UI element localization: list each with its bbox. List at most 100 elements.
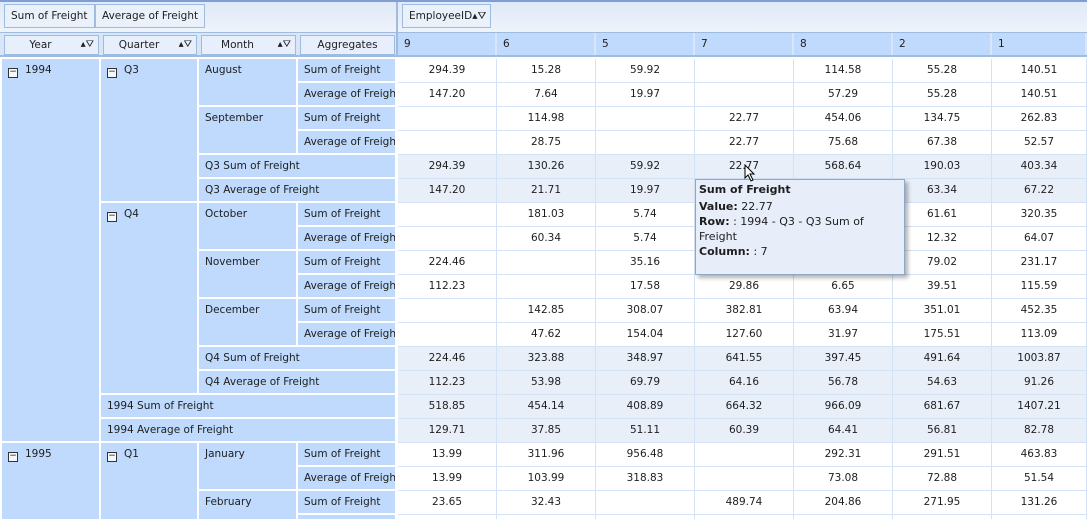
data-cell[interactable]: 463.83 [992,443,1087,467]
data-cell[interactable]: 57.29 [794,83,893,107]
data-cell[interactable]: 51.54 [992,467,1087,491]
data-cell[interactable] [695,83,794,107]
data-field-sum-of-freight[interactable]: Sum of Freight [4,4,95,28]
data-cell[interactable]: 320.35 [992,203,1087,227]
column-header-8[interactable]: 8 [794,33,893,55]
data-cell[interactable]: 60.39 [695,419,794,443]
sort-filter-icon[interactable]: ▴⛛ [277,39,291,50]
data-cell[interactable]: 140.51 [992,83,1087,107]
data-cell[interactable]: 489.74 [695,491,794,515]
data-cell[interactable]: 130.26 [497,155,596,179]
data-cell[interactable]: 79.02 [893,251,992,275]
data-cell[interactable]: 114.98 [497,107,596,131]
data-cell[interactable]: 31.97 [794,323,893,347]
data-cell[interactable]: 64.16 [695,371,794,395]
data-cell[interactable]: 271.95 [893,491,992,515]
data-cell[interactable]: 60.34 [497,227,596,251]
data-cell[interactable]: 154.04 [596,323,695,347]
data-cell[interactable]: 127.60 [695,323,794,347]
data-cell[interactable]: 53.98 [497,371,596,395]
data-cell[interactable]: 323.88 [497,347,596,371]
data-cell[interactable]: 112.23 [398,275,497,299]
collapse-icon[interactable]: − [107,211,117,222]
data-cell[interactable] [695,443,794,467]
row-header-year[interactable]: −1995 [2,443,101,519]
data-cell[interactable]: 491.64 [893,347,992,371]
data-cell[interactable]: 32.43 [497,491,596,515]
data-cell[interactable]: 291.51 [893,443,992,467]
data-cell[interactable]: 112.23 [398,371,497,395]
data-cell[interactable]: 51.11 [596,419,695,443]
column-header-2[interactable]: 2 [893,33,992,55]
data-cell[interactable] [695,515,794,519]
data-cell[interactable] [695,59,794,83]
column-header-1[interactable]: 1 [992,33,1087,55]
data-cell[interactable]: 69.79 [596,371,695,395]
data-cell[interactable]: 641.55 [695,347,794,371]
data-cell[interactable]: 19.97 [596,179,695,203]
data-cell[interactable]: 311.96 [497,443,596,467]
data-cell[interactable]: 13.99 [398,443,497,467]
collapse-icon[interactable]: − [107,67,117,78]
data-cell[interactable]: 142.85 [497,299,596,323]
data-cell[interactable]: 55.28 [893,59,992,83]
data-cell[interactable] [398,515,497,519]
data-cell[interactable]: 72.88 [893,467,992,491]
data-cell[interactable]: 115.59 [992,275,1087,299]
data-cell[interactable]: 75.68 [794,131,893,155]
data-cell[interactable]: 5.74 [596,227,695,251]
column-field-employeeid[interactable]: EmployeeID▴⛛ [402,4,492,28]
data-cell[interactable]: 52.57 [992,131,1087,155]
data-cell[interactable]: 382.81 [695,299,794,323]
data-cell[interactable]: 224.46 [398,347,497,371]
data-cell[interactable] [596,107,695,131]
data-cell[interactable]: 452.35 [992,299,1087,323]
row-field-year[interactable]: Year ▴⛛ [4,35,99,55]
data-cell[interactable]: 294.39 [398,155,497,179]
column-header-5[interactable]: 5 [596,33,695,55]
data-cell[interactable]: 56.81 [893,419,992,443]
data-cell[interactable]: 59.92 [596,59,695,83]
data-cell[interactable]: 73.08 [794,467,893,491]
data-cell[interactable]: 1003.87 [992,347,1087,371]
data-cell[interactable]: 67.22 [992,179,1087,203]
data-cell[interactable]: 56.78 [794,371,893,395]
data-cell[interactable]: 5.74 [596,203,695,227]
data-cell[interactable]: 351.01 [893,299,992,323]
data-cell[interactable] [596,515,695,519]
data-cell[interactable]: 231.17 [992,251,1087,275]
data-cell[interactable] [398,299,497,323]
data-cell[interactable]: 13.99 [398,467,497,491]
data-cell[interactable]: 15.28 [497,59,596,83]
data-cell[interactable]: 408.89 [596,395,695,419]
data-cell[interactable]: 61.61 [893,203,992,227]
data-cell[interactable]: 175.51 [893,323,992,347]
data-cell[interactable]: 39.51 [893,275,992,299]
row-header-quarter[interactable]: − Q3 [101,59,199,203]
data-cell[interactable] [398,323,497,347]
column-header-9[interactable]: 9 [398,33,497,55]
data-cell[interactable] [695,467,794,491]
data-cell[interactable] [497,251,596,275]
data-cell[interactable] [497,275,596,299]
data-cell[interactable]: 308.07 [596,299,695,323]
data-field-average-of-freight[interactable]: Average of Freight [95,4,206,28]
column-header-7[interactable]: 7 [695,33,794,55]
data-cell[interactable]: 204.86 [794,491,893,515]
data-cell[interactable]: 82.78 [992,419,1087,443]
data-cell[interactable]: 664.32 [695,395,794,419]
sort-filter-icon[interactable]: ▴⛛ [178,39,192,50]
data-cell[interactable]: 262.83 [992,107,1087,131]
data-cell[interactable]: 1407.21 [992,395,1087,419]
data-cell[interactable]: 114.58 [794,59,893,83]
data-cell[interactable]: 28.75 [497,131,596,155]
data-cell[interactable]: 19.97 [596,83,695,107]
row-header-year[interactable]: −1994 [2,59,101,443]
data-cell[interactable]: 113.09 [992,323,1087,347]
data-cell[interactable] [794,515,893,519]
collapse-icon[interactable]: − [8,451,18,462]
data-cell[interactable]: 63.94 [794,299,893,323]
column-header-6[interactable]: 6 [497,33,596,55]
data-cell[interactable]: 348.97 [596,347,695,371]
data-cell[interactable]: 63.34 [893,179,992,203]
